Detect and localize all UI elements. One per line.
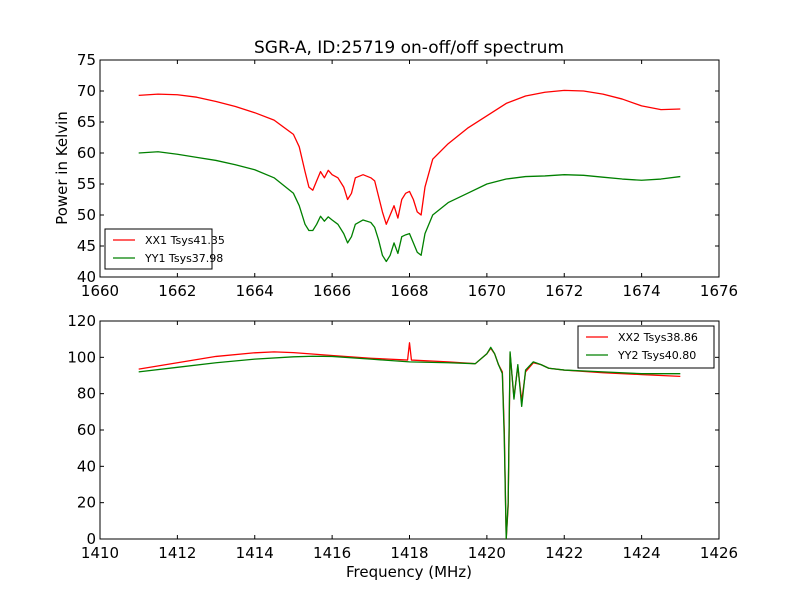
y-tick-label: 120	[67, 312, 96, 330]
x-tick-label: 1674	[623, 282, 661, 300]
series-line-2	[138, 151, 681, 263]
series-line-1	[138, 89, 681, 225]
x-tick-label: 1676	[700, 282, 738, 300]
y-tick-label: 0	[86, 530, 96, 548]
x-tick-label: 1662	[158, 282, 196, 300]
legend-label: YY1 Tsys37.98	[144, 252, 223, 265]
x-tick-label: 1668	[390, 282, 428, 300]
y-axis-label: Power in Kelvin	[53, 111, 71, 225]
y-tick-label: 80	[77, 385, 96, 403]
x-tick-label: 1426	[700, 544, 738, 562]
y-tick-label: 60	[77, 421, 96, 439]
y-tick-label: 75	[77, 51, 96, 69]
x-tick-label: 1416	[313, 544, 351, 562]
x-tick-label: 1420	[468, 544, 506, 562]
y-tick-label: 100	[67, 348, 96, 366]
y-tick-label: 60	[77, 144, 96, 162]
x-tick-label: 1670	[468, 282, 506, 300]
x-tick-label: 1672	[545, 282, 583, 300]
legend-box	[104, 228, 213, 270]
y-tick-label: 45	[77, 237, 96, 255]
y-tick-label: 40	[77, 457, 96, 475]
legend: XX2 Tsys38.86 YY2 Tsys40.80	[577, 325, 715, 369]
y-tick-label: 70	[77, 82, 96, 100]
x-axis-label: Frequency (MHz)	[346, 563, 472, 581]
y-tick-label: 50	[77, 206, 96, 224]
legend-label: XX2 Tsys38.86	[618, 331, 698, 344]
y-tick-label: 65	[77, 113, 96, 131]
y-tick-label: 20	[77, 494, 96, 512]
legend-box	[577, 325, 715, 369]
y-tick-label: 55	[77, 175, 96, 193]
x-tick-label: 1660	[81, 282, 119, 300]
chart-title: SGR-A, ID:25719 on-off/off spectrum	[254, 38, 564, 58]
x-tick-label: 1424	[623, 544, 661, 562]
series-line-2	[138, 346, 681, 539]
x-tick-label: 1422	[545, 544, 583, 562]
legend: XX1 Tsys41.35 YY1 Tsys37.98	[104, 228, 225, 270]
chart-panel-1: 1660 1662 1664 1666 1668 1670 1672 1674 1676 40 45…	[53, 51, 738, 300]
x-tick-label: 1664	[236, 282, 274, 300]
x-tick-label: 1410	[81, 544, 119, 562]
x-tick-label: 1412	[158, 544, 196, 562]
x-tick-label: 1666	[313, 282, 351, 300]
y-tick-label: 40	[77, 268, 96, 286]
x-tick-label: 1418	[390, 544, 428, 562]
legend-label: XX1 Tsys41.35	[145, 234, 225, 247]
legend-label: YY2 Tsys40.80	[617, 349, 696, 362]
x-tick-label: 1414	[236, 544, 274, 562]
chart-panel-2: 1410 1412 1414 1416 1418 1420 1422 1424 1426 0 20 4…	[67, 312, 738, 581]
